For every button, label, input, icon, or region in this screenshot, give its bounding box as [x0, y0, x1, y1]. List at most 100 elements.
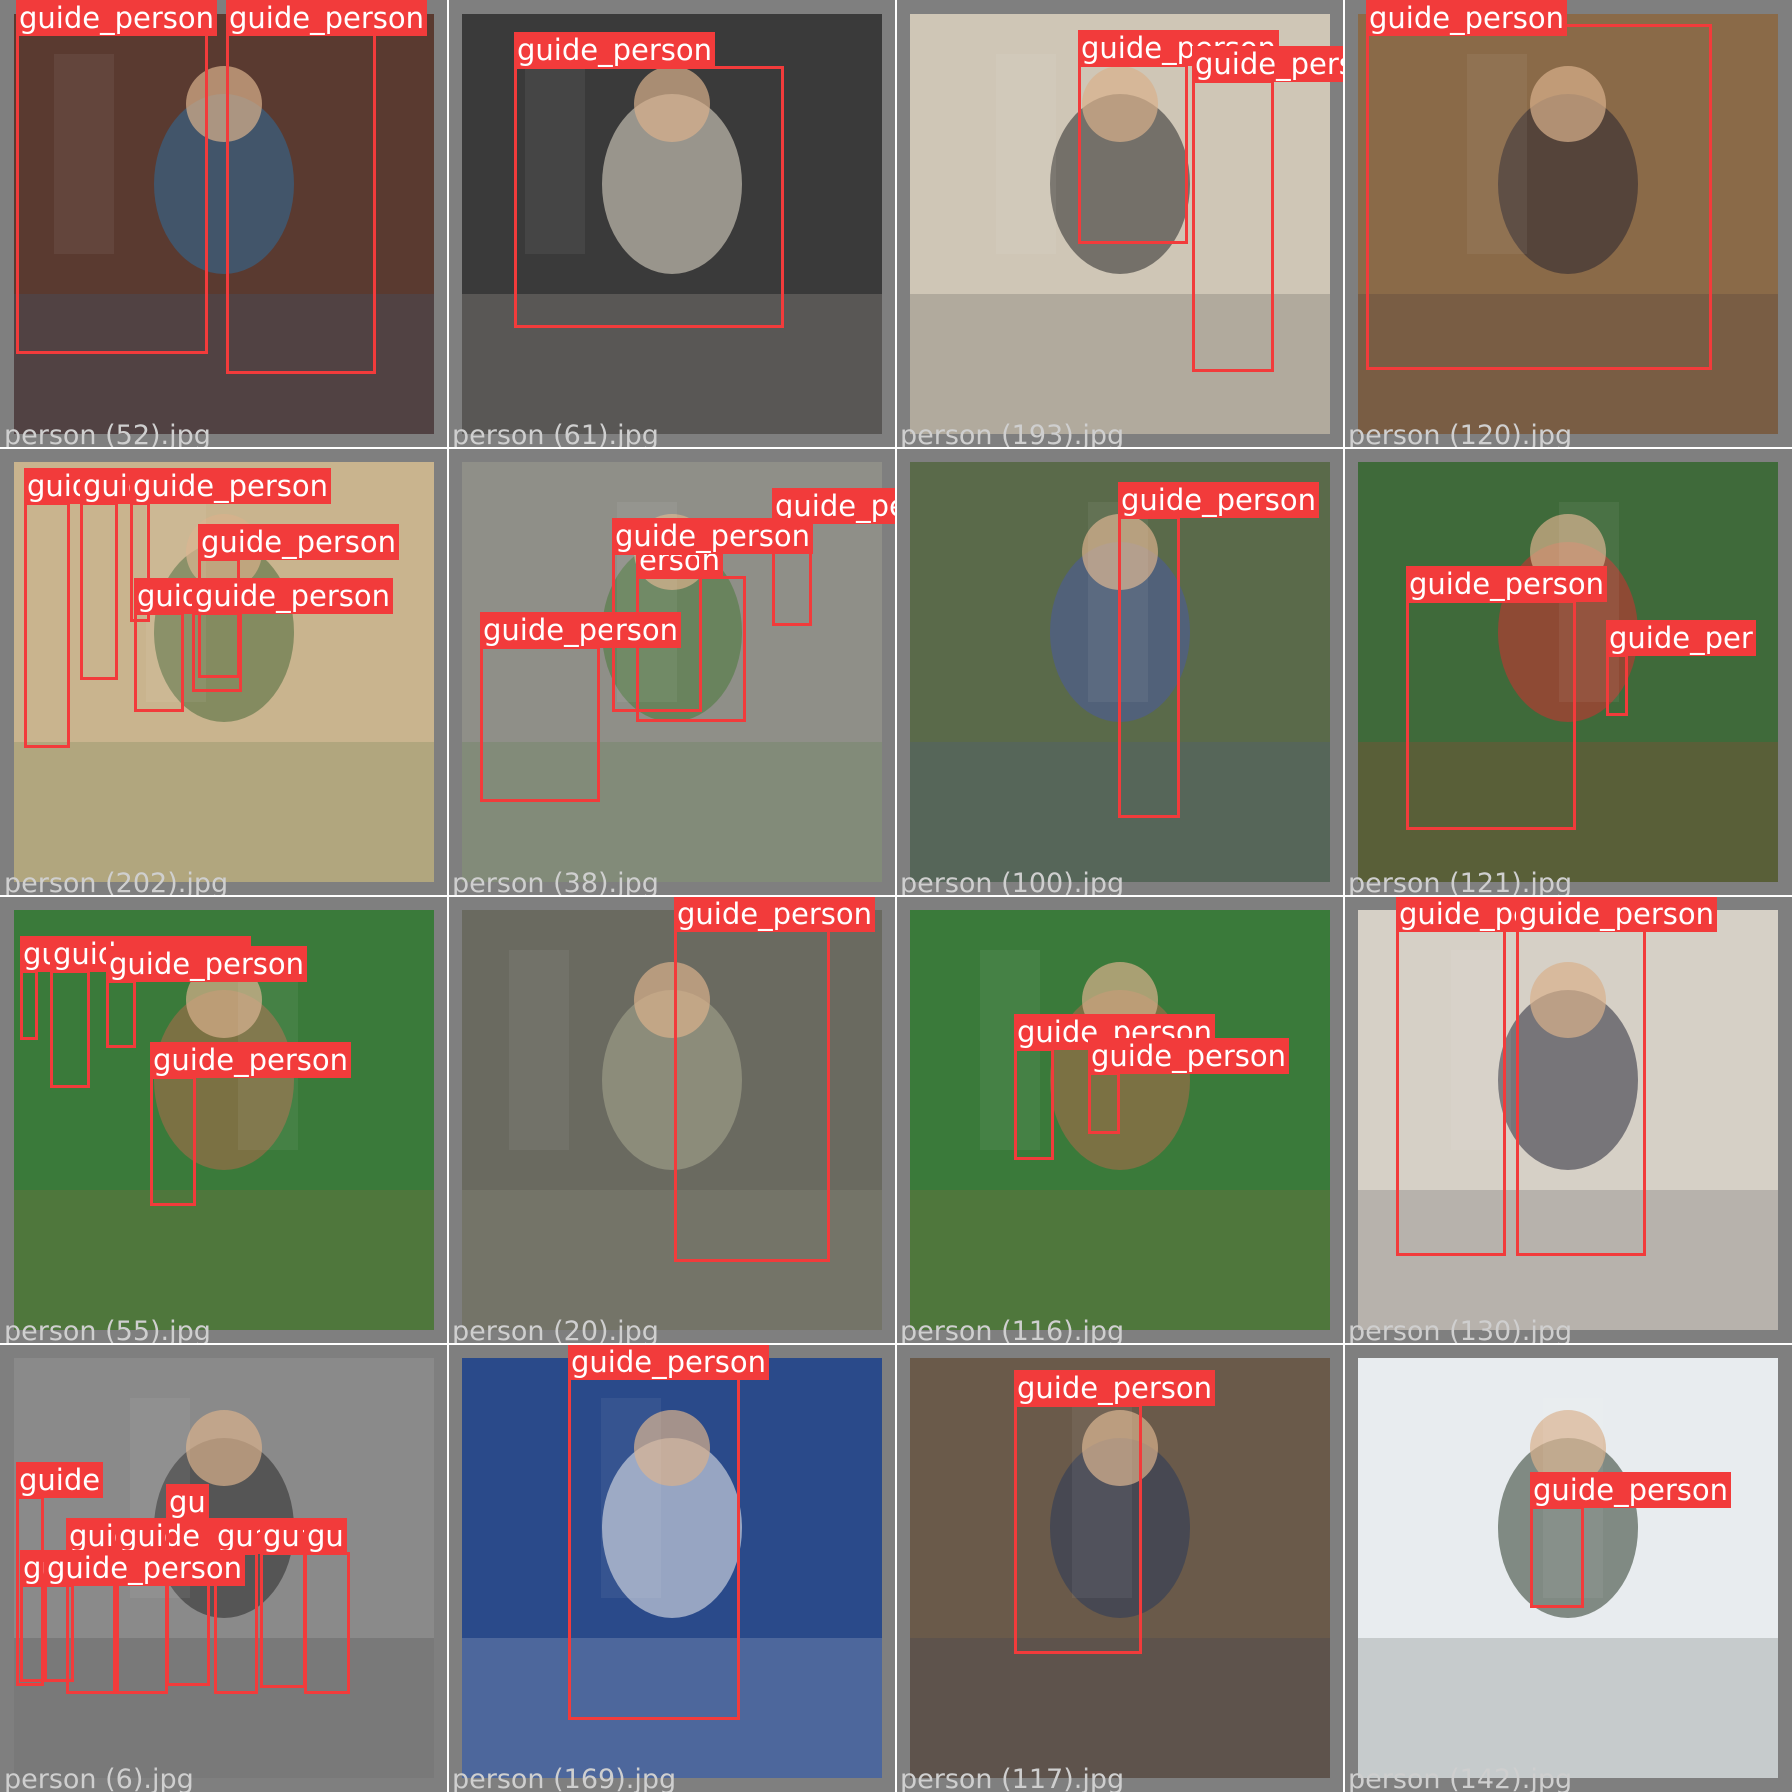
detection-box [1366, 24, 1712, 370]
tile-photo [910, 1358, 1330, 1778]
grid-divider [1343, 0, 1345, 1792]
detection-box [150, 1076, 196, 1206]
image-tile: guide_person person (142).jpg [1344, 1344, 1792, 1792]
detection-label: guide_pe [1396, 896, 1534, 932]
detection-box [1088, 1072, 1120, 1134]
tile-filename: person (169).jpg [452, 1764, 677, 1792]
detection-box [1118, 516, 1180, 818]
detection-label: gu [260, 1518, 303, 1554]
image-tile: guid guic guide_person guide_person guid guid… [0, 448, 448, 896]
tile-filename: person (52).jpg [4, 420, 211, 448]
tile-filename: person (142).jpg [1348, 1764, 1573, 1792]
detection-box [304, 1552, 350, 1694]
detection-box [1406, 600, 1576, 830]
detection-label: guide_person [226, 0, 427, 36]
tile-filename: person (116).jpg [900, 1316, 1125, 1344]
detection-box [226, 24, 376, 374]
detection-label: guide_person [1366, 0, 1567, 36]
image-tile: guide_personguide_personguide_personguid… [0, 896, 448, 1344]
tile-photo [462, 14, 882, 434]
detection-box [612, 552, 702, 712]
detection-box [50, 970, 90, 1088]
tile-photo [14, 14, 434, 434]
tile-filename: person (120).jpg [1348, 420, 1573, 448]
detection-label: guide_person [1406, 566, 1607, 602]
detection-box [106, 980, 136, 1048]
detection-label: guide_person [674, 896, 875, 932]
detection-box [1516, 916, 1646, 1256]
detection-box [24, 502, 70, 748]
detection-box [514, 66, 784, 328]
detection-box [568, 1372, 740, 1720]
detection-label: guide_person [198, 524, 399, 560]
tile-photo [462, 1358, 882, 1778]
detection-box [80, 502, 118, 680]
image-tile: guideguideguide_personguguguguguiguide_p… [0, 1344, 448, 1792]
detection-label: guid [134, 578, 204, 614]
detection-box [1606, 654, 1628, 716]
detection-label: guide_person [1014, 1370, 1215, 1406]
detection-label: gu [304, 1518, 347, 1554]
detection-label: guide_person [1088, 1038, 1289, 1074]
detection-box [1530, 1506, 1584, 1608]
detection-label: guide_person [514, 32, 715, 68]
tile-filename: person (202).jpg [4, 868, 229, 896]
detection-label: guide_person [192, 578, 393, 614]
detection-label: guide_person [130, 468, 331, 504]
detection-label: guide_person [16, 0, 217, 36]
detection-box [1014, 1404, 1142, 1654]
detection-box [480, 646, 600, 802]
detection-label: guide_person [44, 1550, 245, 1586]
detection-label: gu [166, 1484, 209, 1520]
detection-box [166, 1518, 210, 1686]
detection-box [20, 1584, 44, 1682]
tile-photo [1358, 14, 1778, 434]
detection-box [1396, 916, 1506, 1256]
detection-box [1192, 80, 1274, 372]
tile-photo [910, 14, 1330, 434]
detection-label: guide_person [612, 518, 813, 554]
tile-filename: person (6).jpg [4, 1764, 194, 1792]
detection-label: guide_per [1606, 620, 1756, 656]
detection-label: guide_person [1192, 46, 1344, 82]
tile-filename: person (193).jpg [900, 420, 1125, 448]
tile-filename: person (38).jpg [452, 868, 659, 896]
detection-label: guide_person [150, 1042, 351, 1078]
detection-box [1014, 1048, 1054, 1160]
detection-label: guide_person [1118, 482, 1319, 518]
tile-photo [1358, 910, 1778, 1330]
tile-filename: person (20).jpg [452, 1316, 659, 1344]
tile-filename: person (117).jpg [900, 1764, 1125, 1792]
detection-box [674, 924, 830, 1262]
detection-box [44, 1584, 74, 1682]
detection-label: guide_person [1516, 896, 1717, 932]
tile-filename: person (100).jpg [900, 868, 1125, 896]
image-tile: guide_person guide_person person (116).jpg [896, 896, 1344, 1344]
detection-box [192, 612, 242, 692]
image-tile: guide_person guide_per person (121).jpg [1344, 448, 1792, 896]
tile-filename: person (130).jpg [1348, 1316, 1573, 1344]
grid-divider [0, 895, 1792, 897]
detection-box [16, 24, 208, 354]
detection-box [134, 612, 184, 712]
detection-label: guide_person [568, 1344, 769, 1380]
detection-box [260, 1552, 306, 1688]
grid-divider [0, 1343, 1792, 1345]
detection-box [20, 970, 38, 1040]
tile-photo [910, 910, 1330, 1330]
detection-label: guide_person [106, 946, 307, 982]
detection-label: guide_person [480, 612, 681, 648]
detection-box [1078, 64, 1188, 244]
tile-filename: person (61).jpg [452, 420, 659, 448]
detection-label: gu [214, 1518, 257, 1554]
image-tile: guide_personersonguide_personguide_perso… [448, 448, 896, 896]
